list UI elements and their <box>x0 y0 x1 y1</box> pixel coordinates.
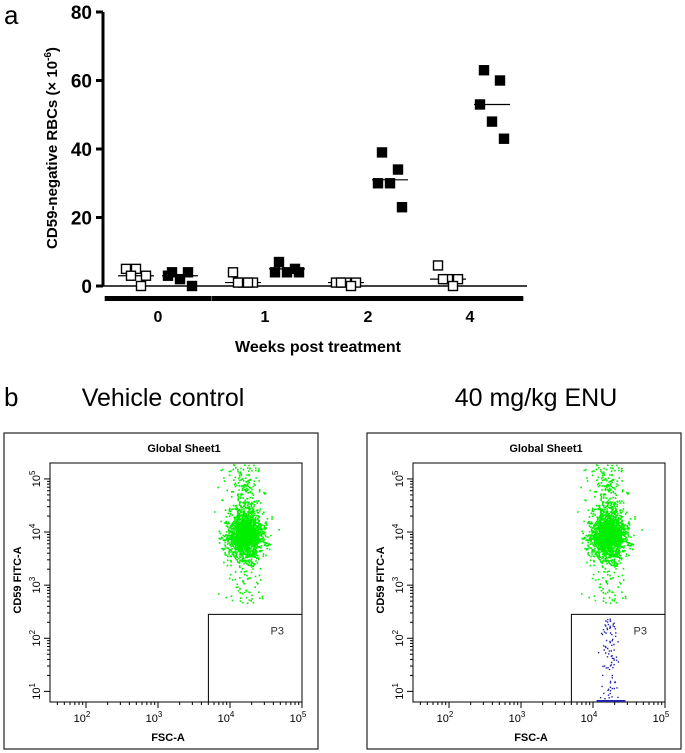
panel-a-x-label: Weeks post treatment <box>235 339 402 356</box>
panel-b-letter: b <box>4 382 18 412</box>
panel-a-point-control <box>232 277 244 288</box>
panel-a-y-label: CD59-negative RBCs (× 10-6) <box>43 47 61 249</box>
flow-event-cloud <box>214 464 280 605</box>
flow-y-tick-label: 101 <box>391 682 406 699</box>
flow-x-tick-label: 102 <box>437 710 454 725</box>
flow-gate-label: P3 <box>634 625 647 637</box>
panel-a-y-tick-label: 60 <box>71 72 92 93</box>
panel-a-point-control <box>335 277 347 288</box>
flow-y-tick-label: 102 <box>28 629 43 646</box>
panel-a-group-bracket <box>104 296 212 301</box>
panel-a-point-treated <box>478 65 490 76</box>
flow-x-tick-label: 103 <box>509 710 526 725</box>
panel-a-point-treated <box>269 267 281 278</box>
panel-a-chart: CD59-negative RBCs (× 10-6) Weeks post t… <box>43 3 527 356</box>
flow-frame-vehicle <box>3 432 319 750</box>
panel-a-point-control <box>125 270 137 281</box>
flow-gate-p3 <box>570 613 666 703</box>
flow-x-tick-label: 104 <box>581 710 598 725</box>
panel-a-point-control <box>242 277 254 288</box>
flow-y-label-enu: CD59 FITC-A <box>375 546 387 613</box>
panel-a-point-control <box>345 280 357 292</box>
flow-event-cloud <box>577 464 643 605</box>
flow-title-vehicle: Global Sheet1 <box>147 443 220 455</box>
flow-frame-enu <box>366 432 682 750</box>
panel-a-point-control <box>432 260 444 271</box>
panel-a-point-treated <box>372 178 384 189</box>
flow-plot-area <box>49 462 303 703</box>
flow-gate-events <box>597 618 620 700</box>
panel-a-point-control <box>140 270 152 281</box>
flow-x-tick-label: 102 <box>74 710 91 725</box>
panel-a-point-control <box>437 273 449 285</box>
panel-a-point-treated <box>486 116 498 127</box>
flow-y-tick-label: 104 <box>391 523 406 540</box>
panel-a-group-bracket <box>416 296 524 301</box>
flow-plot-enu: Global Sheet1 CD59 FITC-A FSC-A 102 103 10… <box>366 432 682 750</box>
panel-a-point-treated <box>293 267 305 278</box>
panel-a-point-treated <box>174 273 186 285</box>
panel-a-point-treated <box>474 99 486 110</box>
flow-gate-label: P3 <box>271 625 284 637</box>
flow-x-label-enu: FSC-A <box>514 732 548 744</box>
panel-a-group-bracket <box>314 296 422 301</box>
panel-a-y-tick-label: 80 <box>71 3 92 24</box>
flow-gate-p3 <box>207 613 303 703</box>
panel-a-x-tick-label: 0 <box>154 309 163 326</box>
panel-a-point-control <box>227 267 239 278</box>
panel-a-point-treated <box>392 164 404 175</box>
flow-x-tick-label: 105 <box>290 710 307 725</box>
panel-a-point-treated <box>186 280 198 292</box>
panel-a-point-treated <box>376 147 388 158</box>
flow-x-label-vehicle: FSC-A <box>151 732 185 744</box>
panel-a-point-treated <box>273 256 285 268</box>
panel-a-point-treated <box>182 267 194 278</box>
panel-a-y-tick-label: 20 <box>71 209 92 230</box>
panel-a-point-treated <box>498 133 510 144</box>
flow-x-tick-label: 103 <box>146 710 163 725</box>
flow-y-label-vehicle: CD59 FITC-A <box>12 546 24 613</box>
flow-x-tick-label: 104 <box>218 710 235 725</box>
flow-y-tick-label: 105 <box>28 470 43 487</box>
panel-a-letter: a <box>4 0 19 30</box>
flow-population <box>577 464 643 605</box>
panel-a-point-treated <box>162 270 174 281</box>
panel-a-point-treated <box>281 267 293 278</box>
flow-y-tick-label: 102 <box>391 629 406 646</box>
panel-a-y-tick-label: 40 <box>71 140 92 161</box>
panel-a-point-control <box>447 280 459 292</box>
panel-a-point-treated <box>384 178 396 189</box>
panel-a-point-treated <box>494 75 506 86</box>
flow-y-tick-label: 104 <box>28 523 43 540</box>
flow-population <box>214 464 280 605</box>
panel-a-group-bracket <box>211 296 319 301</box>
flow-plot-vehicle: Global Sheet1 CD59 FITC-A FSC-A 102 103 10… <box>3 432 319 750</box>
flow-y-tick-label: 103 <box>391 576 406 593</box>
condition-enu: 40 mg/kg ENU <box>455 384 618 412</box>
panel-a-point-treated <box>396 202 408 213</box>
panel-a-x-tick-label: 4 <box>466 309 475 326</box>
panel-a-x-tick-label: 2 <box>364 309 373 326</box>
panel-a-point-control <box>135 280 147 292</box>
flow-y-tick-label: 101 <box>28 682 43 699</box>
panel-a-y-tick-label: 0 <box>81 277 92 298</box>
flow-title-enu: Global Sheet1 <box>509 443 582 455</box>
flow-x-tick-label: 105 <box>653 710 670 725</box>
flow-y-tick-label: 103 <box>28 576 43 593</box>
flow-plot-area <box>412 462 666 703</box>
condition-vehicle: Vehicle control <box>82 384 245 412</box>
panel-a-x-tick-label: 1 <box>261 309 270 326</box>
flow-y-tick-label: 105 <box>391 470 406 487</box>
